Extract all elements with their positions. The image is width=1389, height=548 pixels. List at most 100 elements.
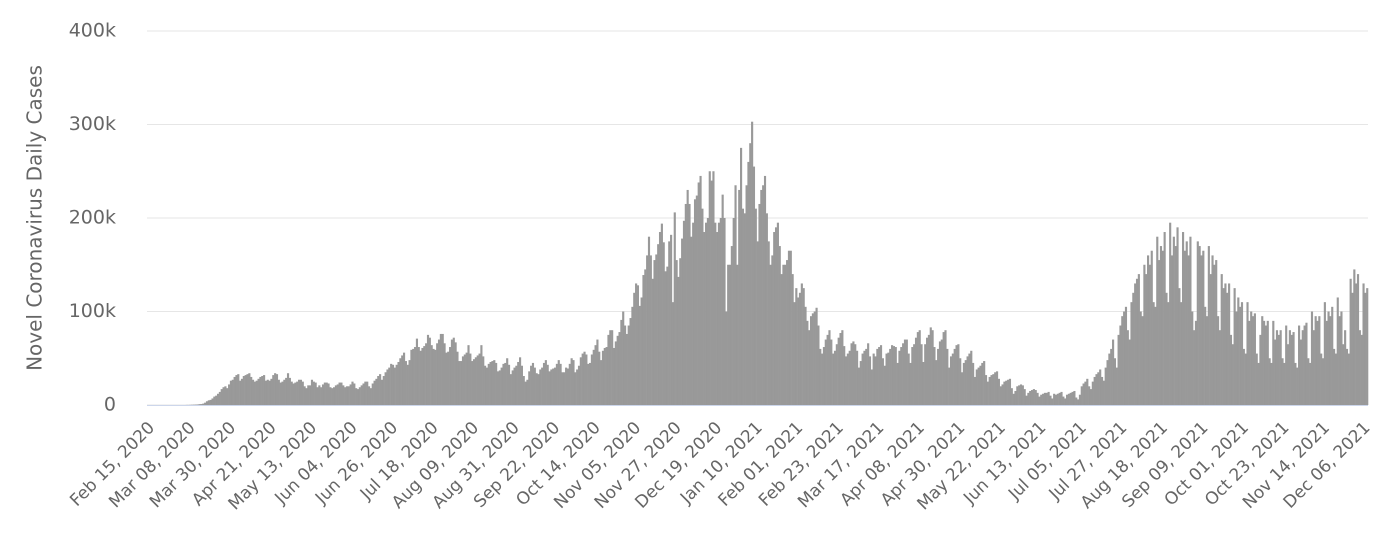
bar xyxy=(1220,274,1223,405)
bar xyxy=(1049,395,1052,405)
bar xyxy=(1060,391,1063,405)
bar xyxy=(443,343,446,405)
bar xyxy=(679,258,682,405)
bar xyxy=(1097,372,1100,405)
bar xyxy=(544,360,547,405)
bar xyxy=(401,355,404,405)
bar xyxy=(879,345,883,405)
bar xyxy=(1124,306,1128,405)
bar xyxy=(1246,302,1249,405)
bar xyxy=(1161,250,1164,405)
bar xyxy=(994,372,997,405)
bar xyxy=(983,361,986,405)
bar xyxy=(846,353,849,405)
bar xyxy=(1099,369,1102,405)
bar xyxy=(686,189,689,405)
bar xyxy=(1270,362,1273,405)
bar xyxy=(1141,316,1144,405)
bar xyxy=(425,343,428,405)
bar xyxy=(1198,246,1201,405)
bar xyxy=(434,349,437,405)
bar xyxy=(554,367,557,405)
bar xyxy=(1025,395,1028,405)
bar xyxy=(1279,330,1282,405)
bar xyxy=(390,363,393,405)
bar xyxy=(1239,306,1242,405)
bar xyxy=(263,375,266,405)
bar xyxy=(239,380,242,405)
bar xyxy=(857,367,861,405)
bar xyxy=(439,333,442,405)
bar xyxy=(1130,302,1133,405)
bar xyxy=(309,385,312,405)
bar xyxy=(325,382,328,405)
bar xyxy=(356,389,360,405)
bar xyxy=(1240,302,1244,405)
bar xyxy=(355,388,358,405)
bar xyxy=(382,376,385,405)
bar xyxy=(1215,260,1218,405)
bar xyxy=(379,374,382,405)
bar xyxy=(1349,278,1352,405)
bar xyxy=(491,361,494,405)
bar xyxy=(1196,241,1199,405)
bar xyxy=(961,372,964,405)
bar xyxy=(430,345,433,405)
bar xyxy=(640,297,643,405)
bar xyxy=(1069,392,1072,405)
bar xyxy=(1093,376,1096,405)
bar xyxy=(1106,360,1109,405)
bar xyxy=(1213,264,1216,405)
bar xyxy=(1253,313,1256,405)
bar xyxy=(972,362,975,405)
bar xyxy=(712,171,715,405)
bar xyxy=(1207,246,1210,405)
bar xyxy=(832,353,835,405)
bar xyxy=(1018,385,1021,405)
bar xyxy=(415,338,419,405)
bar xyxy=(1169,222,1172,405)
bar xyxy=(598,351,601,405)
bar xyxy=(708,171,711,405)
bar xyxy=(752,166,756,405)
bar xyxy=(1163,232,1166,405)
bar xyxy=(1147,255,1150,405)
bar xyxy=(1071,391,1074,405)
bar xyxy=(859,361,862,405)
bar xyxy=(211,398,214,405)
bar xyxy=(616,335,619,405)
bar xyxy=(452,337,455,405)
bar xyxy=(937,348,940,405)
bar xyxy=(493,360,496,405)
bar xyxy=(423,346,426,405)
bar xyxy=(340,382,343,405)
bar xyxy=(275,374,279,405)
bar xyxy=(248,373,251,405)
bar xyxy=(371,383,374,405)
bar xyxy=(670,234,673,405)
bar xyxy=(806,320,809,405)
bar xyxy=(1170,255,1174,405)
bar xyxy=(725,311,728,405)
bar xyxy=(1029,390,1032,405)
bar xyxy=(1288,330,1291,405)
bar xyxy=(997,378,1000,405)
bar xyxy=(1007,379,1010,405)
bar xyxy=(631,306,634,405)
bar xyxy=(926,337,929,405)
bar xyxy=(1121,316,1124,405)
bar xyxy=(837,337,840,405)
bar xyxy=(530,365,533,405)
bar xyxy=(1110,348,1113,405)
bar xyxy=(1244,353,1247,405)
bar xyxy=(216,393,220,405)
bar xyxy=(1264,325,1268,405)
bar xyxy=(1001,384,1004,405)
bar xyxy=(402,352,406,405)
bar xyxy=(850,343,853,405)
bar xyxy=(789,250,792,405)
bar xyxy=(907,353,910,405)
bar xyxy=(1108,353,1111,405)
bar xyxy=(800,283,803,405)
bar xyxy=(1143,264,1146,405)
